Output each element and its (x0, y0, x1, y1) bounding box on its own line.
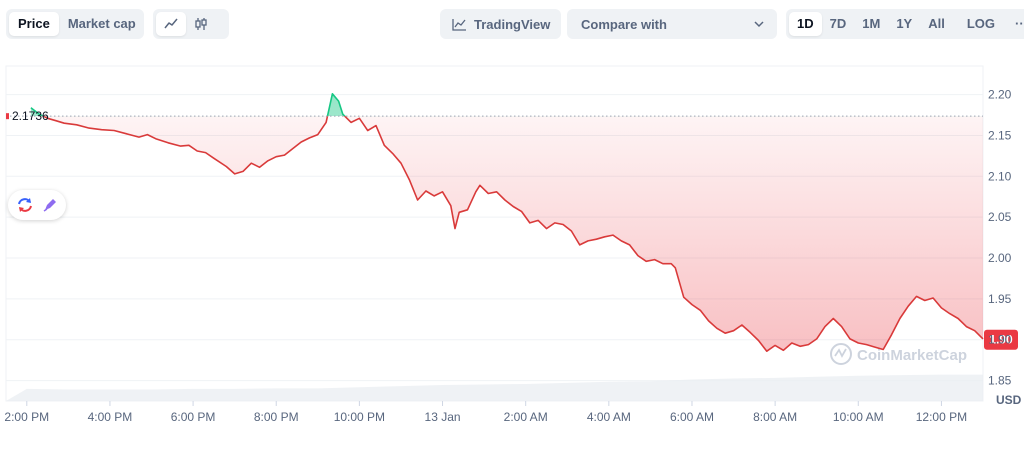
x-tick-label: 2:00 PM (4, 410, 49, 424)
tab-market-cap[interactable]: Market cap (67, 16, 136, 31)
reference-line: 2.1736 1.90 (6, 109, 1018, 350)
watermark-text: CoinMarketCap (857, 347, 967, 364)
x-tick-label: 10:00 AM (833, 410, 884, 424)
chart-type-toggle (153, 9, 229, 39)
x-tick-label: 6:00 AM (670, 410, 714, 424)
y-tick-label: 2.00 (988, 251, 1012, 265)
chart-toolbar: Price Market cap TradingView Compare wit… (6, 9, 1024, 39)
current-price-label: 1.90 (989, 333, 1013, 347)
refresh-icon[interactable] (14, 194, 36, 216)
x-tick-label: 4:00 PM (88, 410, 133, 424)
x-tick-label: 10:00 PM (334, 410, 385, 424)
line-chart-icon[interactable] (156, 12, 186, 36)
y-tick-label: 2.05 (988, 210, 1012, 224)
y-axis-unit: USD (996, 393, 1022, 407)
range-all[interactable]: All (928, 16, 945, 31)
x-tick-label: 13 Jan (425, 410, 461, 424)
x-tick-label: 12:00 PM (916, 410, 967, 424)
chevron-down-icon (753, 18, 765, 33)
volume-area (6, 374, 983, 401)
x-tick-label: 2:00 AM (504, 410, 548, 424)
series-line-down (41, 116, 984, 352)
more-options-button[interactable]: ··· (1015, 16, 1024, 31)
tradingview-icon (452, 18, 467, 31)
log-scale-button[interactable]: LOG (966, 16, 996, 31)
y-tick-label: 2.10 (988, 169, 1012, 183)
y-tick-label: 2.20 (988, 88, 1012, 102)
range-1m[interactable]: 1M (862, 16, 881, 31)
tradingview-button[interactable]: TradingView (440, 9, 561, 39)
reference-marker (6, 113, 9, 120)
x-tick-label: 8:00 PM (254, 410, 299, 424)
candlestick-icon[interactable] (186, 12, 216, 36)
tab-price[interactable]: Price (9, 12, 59, 36)
y-tick-label: 1.90 (988, 333, 1012, 347)
x-tick-label: 6:00 PM (171, 410, 216, 424)
y-tick-label: 1.85 (988, 374, 1012, 388)
price-area (30, 93, 983, 352)
metric-toggle: Price Market cap (6, 9, 144, 39)
volume-bars (6, 374, 983, 401)
watermark: CoinMarketCap (830, 343, 967, 365)
current-price-badge (984, 329, 1018, 350)
draw-pen-icon[interactable] (39, 194, 61, 216)
range-1d[interactable]: 1D (789, 12, 822, 36)
below-reference-fill (43, 116, 983, 352)
compare-label: Compare with (581, 16, 667, 32)
range-7d[interactable]: 7D (829, 16, 847, 31)
coinmarketcap-logo-icon (830, 343, 852, 365)
compare-with-dropdown[interactable]: Compare with (567, 9, 777, 39)
y-tick-label: 2.15 (988, 128, 1012, 142)
reference-price-label: 2.1736 (12, 109, 49, 123)
x-axis: 2:00 PM 4:00 PM 6:00 PM 8:00 PM 10:00 PM 13 J… (4, 401, 967, 424)
x-tick-label: 8:00 AM (753, 410, 797, 424)
y-tick-label: 1.95 (988, 292, 1012, 306)
tradingview-label: TradingView (474, 16, 551, 32)
time-range-toggle: 1D 7D 1M 1Y All LOG ··· (786, 9, 1024, 39)
range-1y[interactable]: 1Y (896, 16, 913, 31)
x-tick-label: 4:00 AM (587, 410, 631, 424)
price-line (30, 93, 984, 352)
chart-tools (8, 190, 66, 220)
y-axis: 2.20 2.15 2.10 2.05 2.00 1.95 1.90 1.85 (988, 88, 1012, 388)
